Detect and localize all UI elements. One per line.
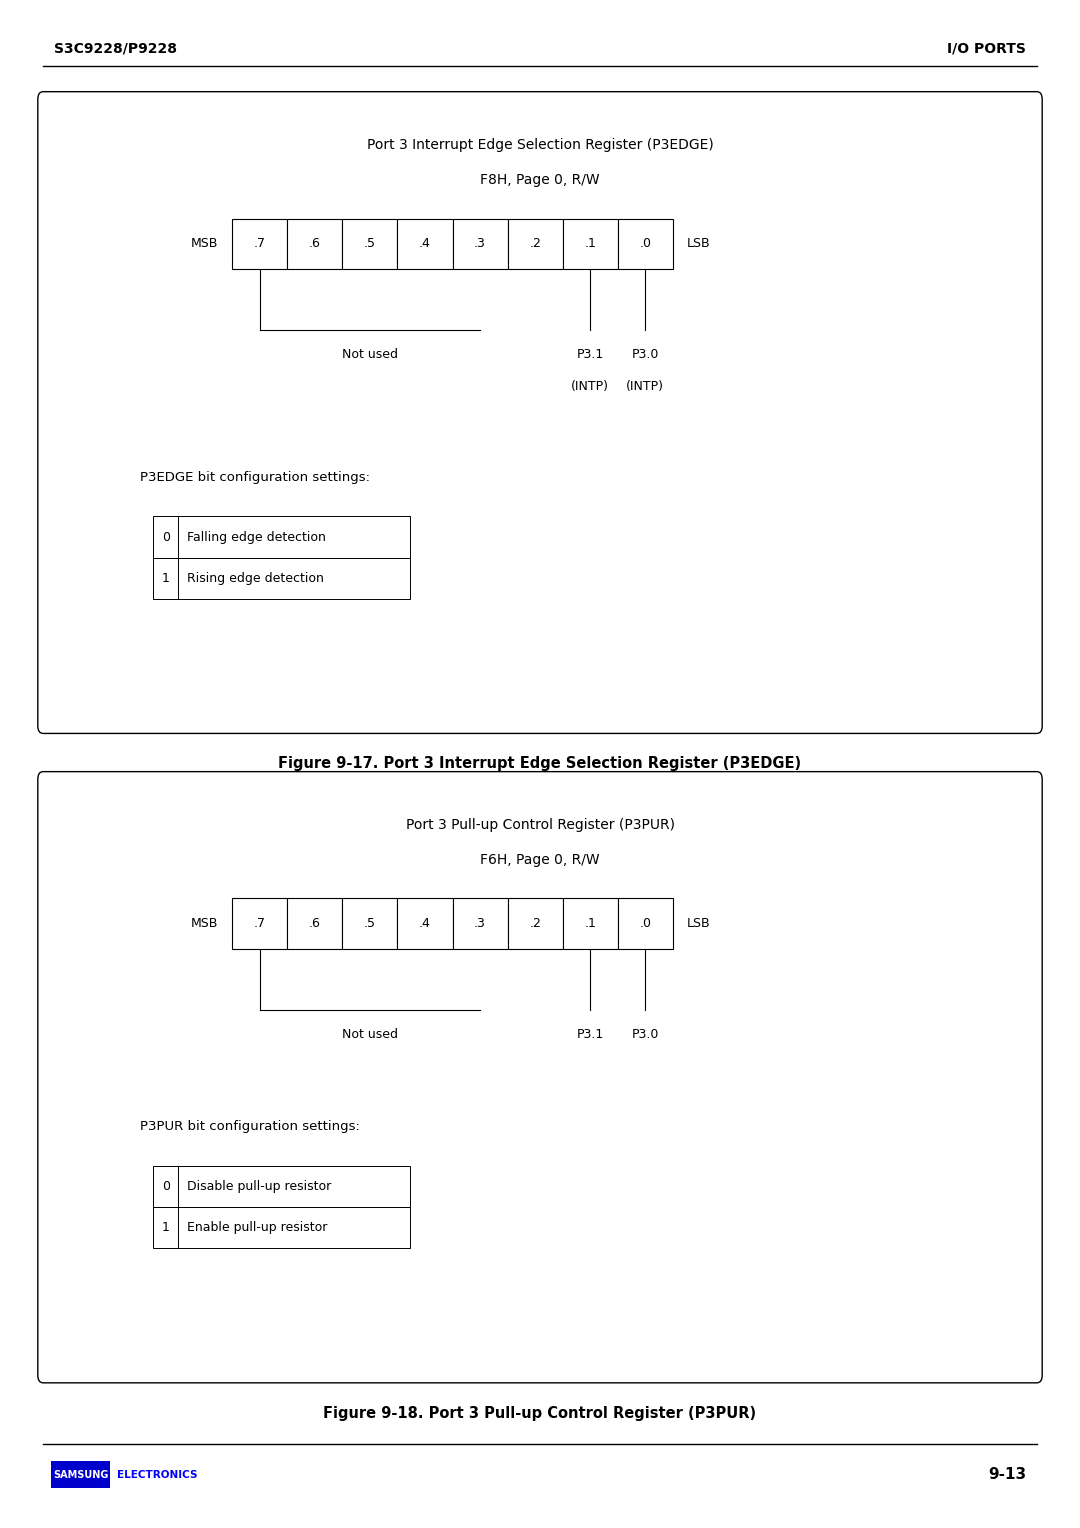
Text: P3.1: P3.1 [577, 1028, 604, 1042]
Text: .4: .4 [419, 917, 431, 931]
Bar [232, 219, 287, 269]
Bar [232, 898, 287, 949]
Text: (INTP): (INTP) [626, 380, 664, 394]
Text: F8H, Page 0, R/W: F8H, Page 0, R/W [481, 173, 599, 188]
Text: P3.0: P3.0 [632, 1028, 659, 1042]
Text: 9-13: 9-13 [988, 1467, 1026, 1482]
Text: .2: .2 [529, 237, 541, 251]
Bar [563, 219, 618, 269]
FancyBboxPatch shape [38, 92, 1042, 733]
Text: 1: 1 [162, 1221, 170, 1235]
Text: .1: .1 [584, 917, 596, 931]
Text: Enable pull-up resistor: Enable pull-up resistor [187, 1221, 327, 1235]
Text: .5: .5 [364, 237, 376, 251]
Bar [153, 1207, 178, 1248]
Bar [287, 898, 342, 949]
Text: LSB: LSB [687, 917, 711, 931]
Bar [397, 898, 453, 949]
Text: .0: .0 [639, 237, 651, 251]
Text: .2: .2 [529, 917, 541, 931]
Text: S3C9228/P9228: S3C9228/P9228 [54, 41, 177, 57]
Text: ELECTRONICS: ELECTRONICS [117, 1470, 198, 1479]
Text: 0: 0 [162, 530, 170, 544]
Bar [342, 898, 397, 949]
Text: .4: .4 [419, 237, 431, 251]
Text: .3: .3 [474, 917, 486, 931]
Text: 0: 0 [162, 1180, 170, 1193]
Text: .5: .5 [364, 917, 376, 931]
Text: P3EDGE bit configuration settings:: P3EDGE bit configuration settings: [140, 471, 370, 484]
Text: MSB: MSB [191, 237, 218, 251]
Text: .3: .3 [474, 237, 486, 251]
Bar [508, 219, 563, 269]
Text: MSB: MSB [191, 917, 218, 931]
Text: Figure 9-18. Port 3 Pull-up Control Register (P3PUR): Figure 9-18. Port 3 Pull-up Control Regi… [323, 1406, 757, 1421]
Bar [178, 1166, 410, 1207]
Text: P3PUR bit configuration settings:: P3PUR bit configuration settings: [140, 1120, 361, 1134]
Text: P3.0: P3.0 [632, 348, 659, 362]
Text: .7: .7 [254, 917, 266, 931]
Text: .7: .7 [254, 237, 266, 251]
Bar [153, 1166, 178, 1207]
Bar [342, 219, 397, 269]
FancyBboxPatch shape [38, 772, 1042, 1383]
Bar [453, 898, 508, 949]
Text: Port 3 Pull-up Control Register (P3PUR): Port 3 Pull-up Control Register (P3PUR) [405, 817, 675, 833]
Text: Falling edge detection: Falling edge detection [187, 530, 326, 544]
Bar [51, 1461, 110, 1488]
Bar [508, 898, 563, 949]
Text: .6: .6 [309, 917, 321, 931]
Text: Not used: Not used [342, 348, 397, 362]
Bar [178, 558, 410, 599]
Text: Rising edge detection: Rising edge detection [187, 571, 324, 585]
Bar [153, 516, 178, 558]
Bar [178, 1207, 410, 1248]
Text: .0: .0 [639, 917, 651, 931]
Bar [453, 219, 508, 269]
Text: SAMSUNG: SAMSUNG [53, 1470, 108, 1479]
Bar [618, 219, 673, 269]
Text: Port 3 Interrupt Edge Selection Register (P3EDGE): Port 3 Interrupt Edge Selection Register… [366, 138, 714, 153]
Text: Disable pull-up resistor: Disable pull-up resistor [187, 1180, 332, 1193]
Text: Not used: Not used [342, 1028, 397, 1042]
Text: Figure 9-17. Port 3 Interrupt Edge Selection Register (P3EDGE): Figure 9-17. Port 3 Interrupt Edge Selec… [279, 756, 801, 772]
Bar [153, 558, 178, 599]
Text: LSB: LSB [687, 237, 711, 251]
Text: (INTP): (INTP) [571, 380, 609, 394]
Text: .6: .6 [309, 237, 321, 251]
Text: I/O PORTS: I/O PORTS [947, 41, 1026, 57]
Bar [618, 898, 673, 949]
Text: .1: .1 [584, 237, 596, 251]
Text: 1: 1 [162, 571, 170, 585]
Text: F6H, Page 0, R/W: F6H, Page 0, R/W [481, 853, 599, 868]
Bar [397, 219, 453, 269]
Bar [287, 219, 342, 269]
Text: P3.1: P3.1 [577, 348, 604, 362]
Bar [563, 898, 618, 949]
Bar [178, 516, 410, 558]
